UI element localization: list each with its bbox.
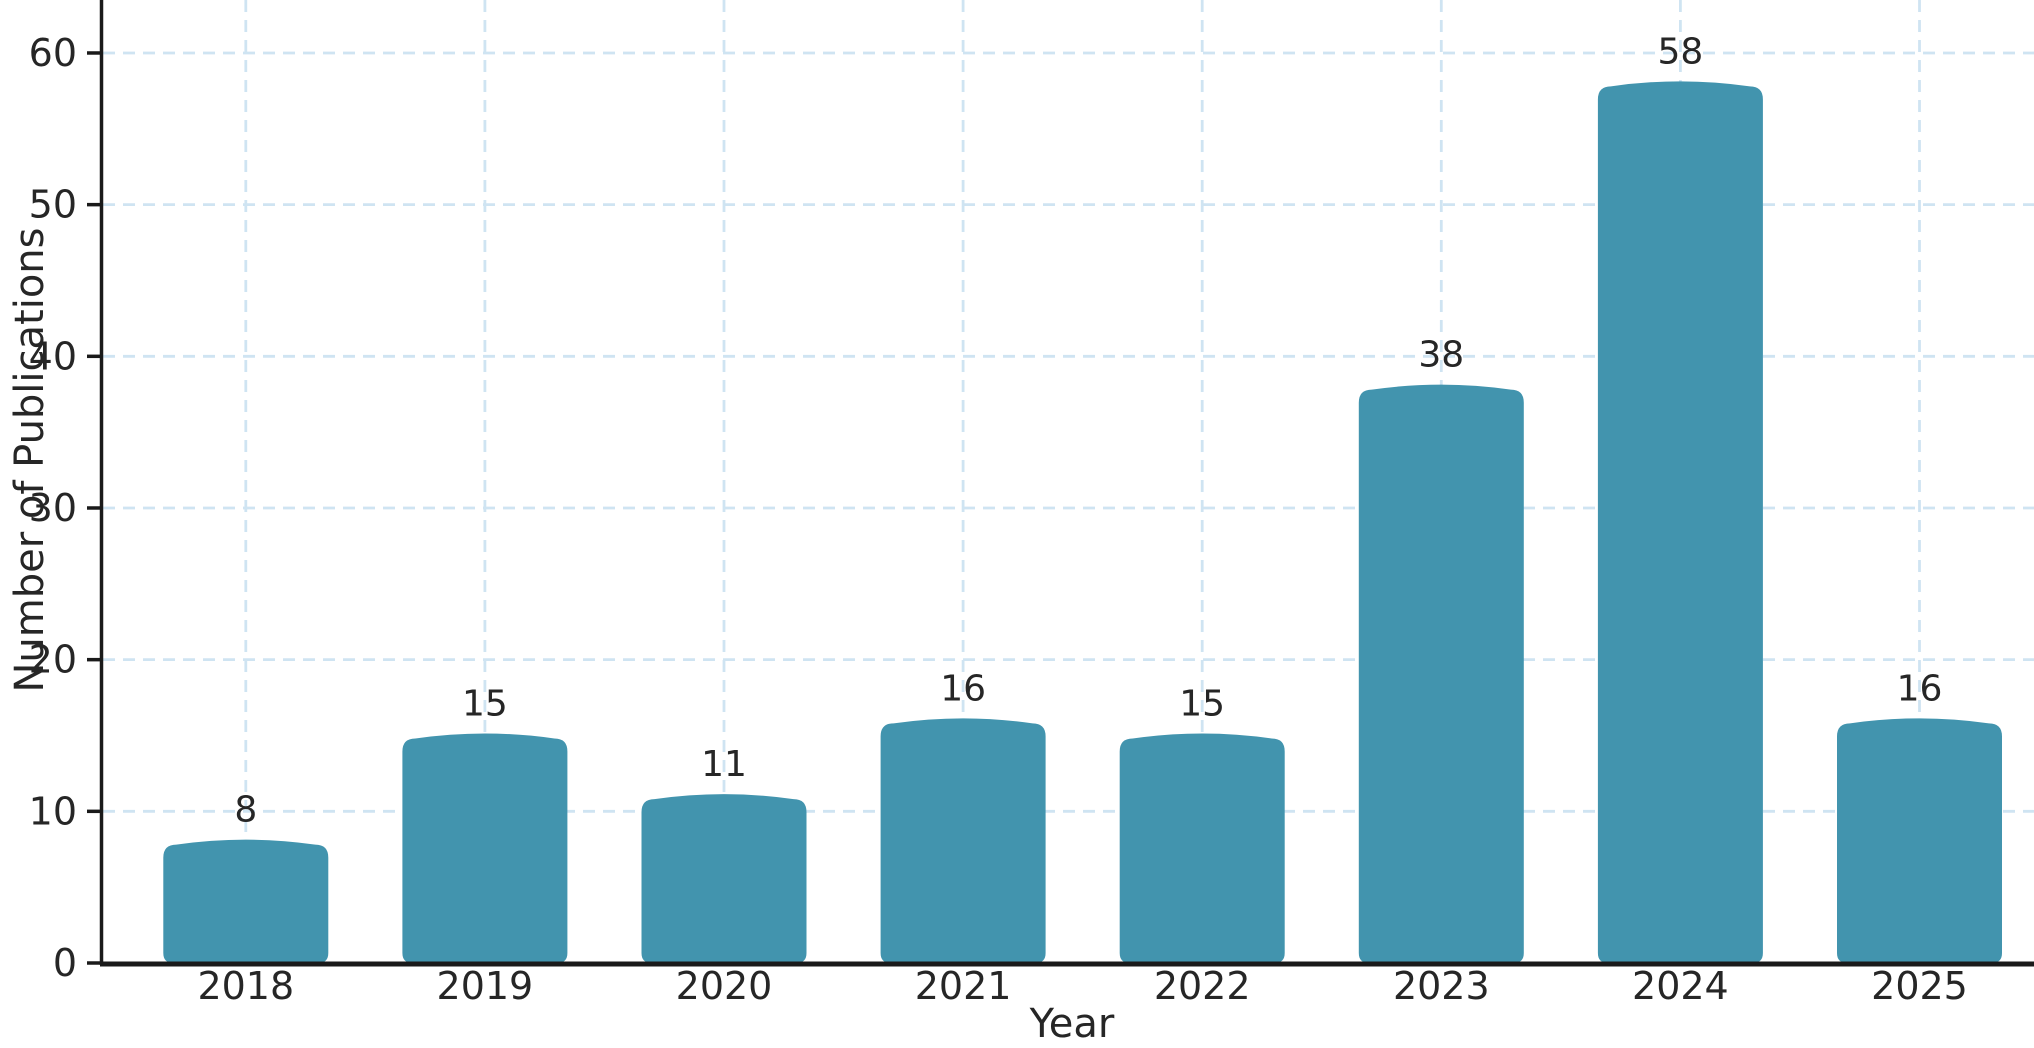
x-tick-label-2021: 2021 xyxy=(915,964,1012,1008)
value-label-2025: 16 xyxy=(1897,668,1943,709)
x-tick-label-2025: 2025 xyxy=(1871,964,1968,1008)
value-label-2019: 15 xyxy=(462,683,508,724)
bar-2019 xyxy=(402,733,568,963)
bar-2022 xyxy=(1119,733,1285,963)
y-tick-label-30: 30 xyxy=(29,486,77,530)
y-tick-label-50: 50 xyxy=(29,183,77,227)
y-tick-label-20: 20 xyxy=(29,638,77,682)
bar-2023 xyxy=(1358,384,1524,963)
bar-2025 xyxy=(1837,718,2002,963)
x-tick-label-2023: 2023 xyxy=(1393,964,1490,1008)
bar-2024 xyxy=(1597,81,1763,963)
x-tick-label-2024: 2024 xyxy=(1632,964,1729,1008)
y-tick-label-0: 0 xyxy=(53,941,77,985)
y-tick-label-60: 60 xyxy=(29,31,77,75)
value-label-2023: 38 xyxy=(1418,335,1464,376)
x-tick-label-2020: 2020 xyxy=(676,964,773,1008)
x-tick-label-2018: 2018 xyxy=(197,964,294,1008)
value-label-2021: 16 xyxy=(940,668,986,709)
y-tick-label-10: 10 xyxy=(29,789,77,833)
x-axis-title: Year xyxy=(1029,1001,1115,1047)
bar-2021 xyxy=(880,718,1046,963)
value-label-2018: 8 xyxy=(234,790,257,831)
x-tick-label-2019: 2019 xyxy=(437,964,534,1008)
x-tick-label-2022: 2022 xyxy=(1154,964,1251,1008)
bar-2020 xyxy=(641,794,807,963)
value-label-2020: 11 xyxy=(701,744,747,785)
y-axis-title: Number of Publications xyxy=(7,227,53,693)
value-label-2024: 58 xyxy=(1657,31,1703,72)
bar-2018 xyxy=(163,839,329,963)
value-label-2022: 15 xyxy=(1179,683,1225,724)
y-tick-label-40: 40 xyxy=(29,334,77,378)
